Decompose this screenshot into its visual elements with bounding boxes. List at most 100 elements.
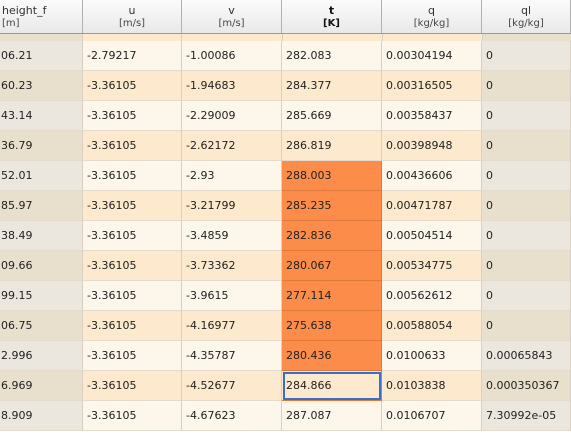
column-header-ql[interactable]: ql [kg/kg] [482,0,571,33]
column-header-q[interactable]: q [kg/kg] [382,0,482,33]
table-cell-v[interactable]: -2.29009 [182,101,282,131]
table-cell-ql[interactable]: 0 [482,71,571,101]
table-cell-q[interactable]: 0.0106707 [382,401,482,431]
table-cell-v[interactable]: -3.73362 [182,251,282,281]
partial-cell [282,34,383,41]
table-cell-u[interactable]: -3.36105 [83,371,182,401]
table-cell-q[interactable]: 0.00504514 [382,221,482,251]
table-cell-t-focused[interactable]: 284.866 [282,371,382,401]
column-header-u[interactable]: u [m/s] [83,0,182,33]
table-cell-height-f[interactable]: 2.996 [0,341,83,371]
partial-cell [0,34,84,41]
table-cell-v[interactable]: -2.62172 [182,131,282,161]
column-unit: [K] [323,17,340,29]
partial-cell [182,34,283,41]
table-cell-ql[interactable]: 0 [482,191,571,221]
column-header-height-f[interactable]: height_f [m] [0,0,83,33]
table-cell-ql[interactable]: 0 [482,101,571,131]
table-cell-height-f[interactable]: 60.23 [0,71,83,101]
table-cell-ql[interactable]: 0 [482,251,571,281]
table-cell-t-selected[interactable]: 282.836 [282,221,382,251]
column-header-v[interactable]: v [m/s] [182,0,282,33]
table-cell-u[interactable]: -3.36105 [83,311,182,341]
table-cell-u[interactable]: -3.36105 [83,251,182,281]
table-cell-height-f[interactable]: 38.49 [0,221,83,251]
table-cell-height-f[interactable]: 09.66 [0,251,83,281]
table-cell-u[interactable]: -3.36105 [83,191,182,221]
table-cell-height-f[interactable]: 99.15 [0,281,83,311]
table-cell-v[interactable]: -2.93 [182,161,282,191]
table-cell-t-selected[interactable]: 280.436 [282,341,382,371]
table-cell-height-f[interactable]: 85.97 [0,191,83,221]
table-cell-q[interactable]: 0.00358437 [382,101,482,131]
table-cell-ql[interactable]: 0.000350367 [482,371,571,401]
table-cell-v[interactable]: -4.16977 [182,311,282,341]
table-cell-q[interactable]: 0.00436606 [382,161,482,191]
table-cell-q[interactable]: 0.00316505 [382,71,482,101]
table-row: 43.14 -3.36105 -2.29009 285.669 0.003584… [0,101,571,131]
table-cell-t[interactable]: 285.669 [282,101,382,131]
table-cell-u[interactable]: -3.36105 [83,131,182,161]
table-cell-ql[interactable]: 0 [482,221,571,251]
table-cell-q[interactable]: 0.00534775 [382,251,482,281]
table-cell-ql[interactable]: 0 [482,281,571,311]
table-cell-q[interactable]: 0.0103838 [382,371,482,401]
table-cell-q[interactable]: 0.00588054 [382,311,482,341]
table-cell-v[interactable]: -4.67623 [182,401,282,431]
table-cell-height-f[interactable]: 52.01 [0,161,83,191]
table-cell-v[interactable]: -3.9615 [182,281,282,311]
column-name: height_f [2,3,47,17]
table-cell-u[interactable]: -3.36105 [83,281,182,311]
table-cell-u[interactable]: -3.36105 [83,101,182,131]
column-header-t[interactable]: t [K] [282,0,382,33]
table-cell-v[interactable]: -1.00086 [182,41,282,71]
table-cell-ql[interactable]: 7.30992e-05 [482,401,571,431]
table-cell-t[interactable]: 284.377 [282,71,382,101]
table-cell-q[interactable]: 0.00471787 [382,191,482,221]
table-cell-ql[interactable]: 0.00065843 [482,341,571,371]
table-cell-v[interactable]: -1.94683 [182,71,282,101]
table-cell-t-selected[interactable]: 280.067 [282,251,382,281]
table-header: height_f [m] u [m/s] v [m/s] t [K] q [kg… [0,0,571,34]
table-cell-v[interactable]: -3.4859 [182,221,282,251]
table-cell-ql[interactable]: 0 [482,161,571,191]
table-cell-ql[interactable]: 0 [482,131,571,161]
table-cell-height-f[interactable]: 6.969 [0,371,83,401]
table-cell-u[interactable]: -3.36105 [83,221,182,251]
table-cell-height-f[interactable]: 43.14 [0,101,83,131]
table-cell-height-f[interactable]: 8.909 [0,401,83,431]
table-cell-u[interactable]: -3.36105 [83,341,182,371]
table-cell-t-selected[interactable]: 285.235 [282,191,382,221]
table-cell-u[interactable]: -3.36105 [83,161,182,191]
table-cell-t-selected[interactable]: 288.003 [282,161,382,191]
table-cell-u[interactable]: -2.79217 [83,41,182,71]
table-row: 2.996 -3.36105 -4.35787 280.436 0.010063… [0,341,571,371]
table-row: 06.75 -3.36105 -4.16977 275.638 0.005880… [0,311,571,341]
table-row: 99.15 -3.36105 -3.9615 277.114 0.0056261… [0,281,571,311]
table-cell-q[interactable]: 0.00398948 [382,131,482,161]
table-cell-v[interactable]: -3.21799 [182,191,282,221]
table-cell-ql[interactable]: 0 [482,41,571,71]
column-name: v [228,3,235,17]
table-cell-q[interactable]: 0.00304194 [382,41,482,71]
table-cell-q[interactable]: 0.0100633 [382,341,482,371]
table-cell-t[interactable]: 287.087 [282,401,382,431]
table-cell-ql[interactable]: 0 [482,311,571,341]
table-cell-v[interactable]: -4.35787 [182,341,282,371]
table-cell-t[interactable]: 282.083 [282,41,382,71]
table-row: 8.909 -3.36105 -4.67623 287.087 0.010670… [0,401,571,431]
table-cell-u[interactable]: -3.36105 [83,71,182,101]
table-cell-u[interactable]: -3.36105 [83,401,182,431]
table-cell-t-selected[interactable]: 275.638 [282,311,382,341]
table-row: 36.79 -3.36105 -2.62172 286.819 0.003989… [0,131,571,161]
column-unit: [m/s] [118,17,146,29]
table-cell-t[interactable]: 286.819 [282,131,382,161]
table-cell-height-f[interactable]: 06.75 [0,311,83,341]
table-row: 38.49 -3.36105 -3.4859 282.836 0.0050451… [0,221,571,251]
table-cell-v[interactable]: -4.52677 [182,371,282,401]
table-cell-q[interactable]: 0.00562612 [382,281,482,311]
table-cell-height-f[interactable]: 36.79 [0,131,83,161]
table-cell-height-f[interactable]: 06.21 [0,41,83,71]
table-cell-t-selected[interactable]: 277.114 [282,281,382,311]
